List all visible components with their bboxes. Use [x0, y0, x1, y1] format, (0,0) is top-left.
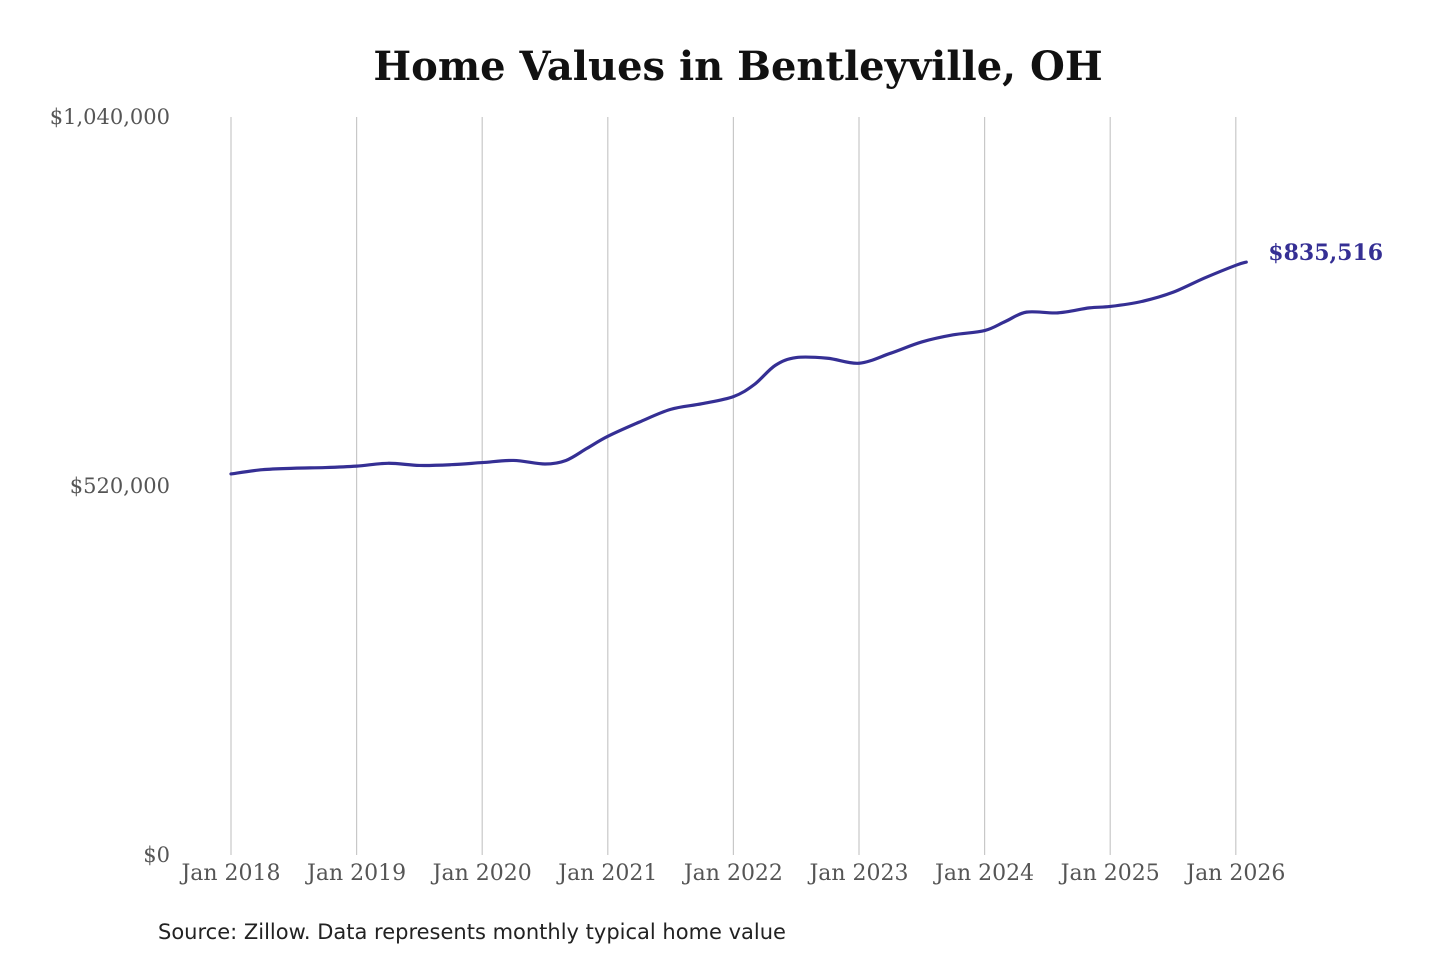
x-tick-label-8: Jan 2026: [1184, 861, 1285, 886]
x-tick-label-7: Jan 2025: [1059, 861, 1160, 886]
x-tick-label-5: Jan 2023: [807, 861, 908, 886]
y-tick-label-2: $1,040,000: [50, 105, 170, 129]
source-note: Source: Zillow. Data represents monthly …: [158, 920, 786, 944]
x-tick-label-4: Jan 2022: [682, 861, 783, 886]
x-tick-label-2: Jan 2020: [431, 861, 532, 886]
chart-title: Home Values in Bentleyville, OH: [373, 43, 1102, 90]
y-axis-ticks: $0 $520,000 $1,040,000: [50, 105, 170, 867]
x-tick-label-1: Jan 2019: [305, 861, 406, 886]
y-tick-label-0: $0: [143, 843, 170, 867]
x-tick-label-0: Jan 2018: [179, 861, 280, 886]
series-layer: $835,516: [229, 240, 1383, 476]
y-tick-label-1: $520,000: [70, 474, 170, 498]
x-tick-label-3: Jan 2021: [556, 861, 657, 886]
series-line-0: [229, 260, 1248, 476]
x-axis-ticks: Jan 2018 Jan 2019 Jan 2020 Jan 2021 Jan 2022…: [179, 861, 1285, 886]
grid-layer: [230, 117, 1237, 855]
end-value-label: $835,516: [1268, 240, 1383, 266]
x-tick-label-6: Jan 2024: [933, 861, 1034, 886]
